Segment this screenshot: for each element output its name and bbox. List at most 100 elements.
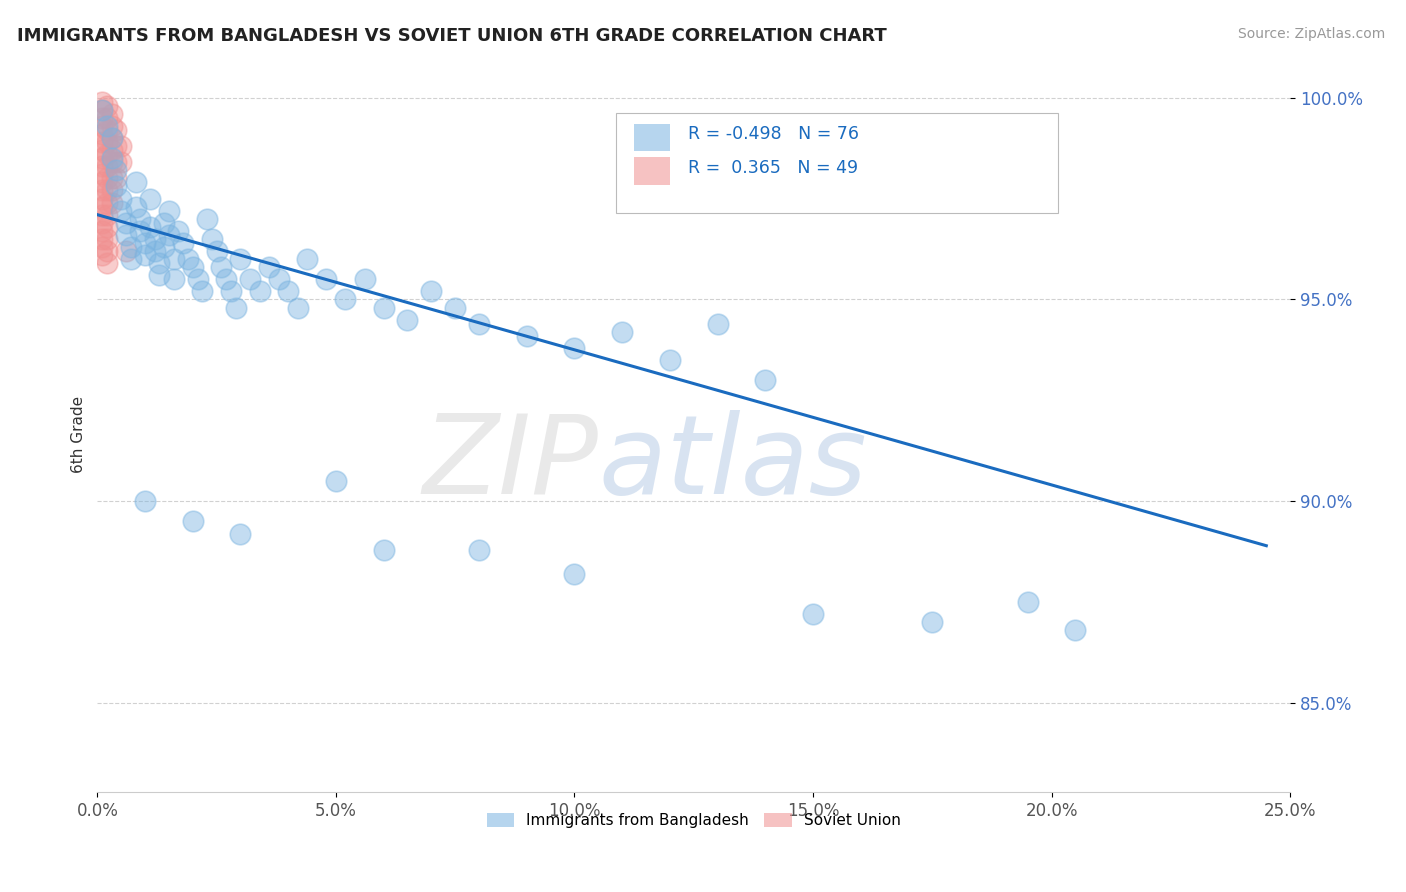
Point bbox=[181, 515, 204, 529]
Point bbox=[267, 272, 290, 286]
Point bbox=[195, 211, 218, 226]
Point bbox=[143, 232, 166, 246]
Point bbox=[420, 285, 443, 299]
Point bbox=[468, 317, 491, 331]
Point bbox=[96, 184, 118, 198]
Point bbox=[110, 155, 132, 169]
Point bbox=[91, 151, 114, 165]
Point bbox=[96, 244, 118, 258]
Point bbox=[96, 159, 118, 173]
Point bbox=[96, 147, 118, 161]
Point bbox=[468, 542, 491, 557]
Point bbox=[153, 240, 176, 254]
Point bbox=[100, 107, 122, 121]
Point bbox=[100, 171, 122, 186]
Point bbox=[297, 252, 319, 266]
Point bbox=[91, 175, 114, 189]
Text: R = -0.498   N = 76: R = -0.498 N = 76 bbox=[688, 125, 859, 143]
Point bbox=[277, 285, 299, 299]
Point bbox=[205, 244, 228, 258]
Point bbox=[96, 208, 118, 222]
Point bbox=[1064, 624, 1087, 638]
Point bbox=[287, 301, 309, 315]
Point bbox=[91, 184, 114, 198]
Point bbox=[396, 312, 419, 326]
Point bbox=[91, 143, 114, 157]
Point bbox=[373, 301, 395, 315]
Point bbox=[91, 167, 114, 181]
Point bbox=[134, 235, 156, 250]
Point bbox=[96, 219, 118, 234]
Point bbox=[96, 256, 118, 270]
Point bbox=[187, 272, 209, 286]
Point bbox=[91, 103, 114, 117]
Point bbox=[91, 208, 114, 222]
Point bbox=[91, 135, 114, 149]
Point bbox=[96, 98, 118, 112]
Point bbox=[229, 526, 252, 541]
Legend: Immigrants from Bangladesh, Soviet Union: Immigrants from Bangladesh, Soviet Union bbox=[481, 807, 907, 834]
Point bbox=[143, 244, 166, 258]
Point bbox=[91, 216, 114, 230]
Point bbox=[373, 542, 395, 557]
Point bbox=[105, 155, 128, 169]
Point bbox=[91, 95, 114, 109]
Point bbox=[444, 301, 467, 315]
Point bbox=[124, 200, 146, 214]
Point bbox=[100, 155, 122, 169]
Point bbox=[91, 240, 114, 254]
Point bbox=[110, 139, 132, 153]
Point bbox=[105, 139, 128, 153]
Point bbox=[115, 216, 138, 230]
Text: R =  0.365   N = 49: R = 0.365 N = 49 bbox=[688, 159, 858, 178]
Point bbox=[91, 103, 114, 117]
Point bbox=[219, 285, 242, 299]
Point bbox=[91, 159, 114, 173]
Point bbox=[100, 151, 122, 165]
Text: ZIP: ZIP bbox=[422, 409, 599, 516]
Point bbox=[1017, 595, 1039, 609]
Point bbox=[91, 200, 114, 214]
Point bbox=[335, 293, 357, 307]
Point bbox=[91, 248, 114, 262]
Point bbox=[96, 119, 118, 133]
Y-axis label: 6th Grade: 6th Grade bbox=[72, 396, 86, 474]
Point bbox=[239, 272, 262, 286]
Point bbox=[100, 143, 122, 157]
Point bbox=[91, 192, 114, 206]
Point bbox=[139, 192, 162, 206]
Point bbox=[564, 341, 586, 355]
Point bbox=[148, 256, 170, 270]
Point bbox=[201, 232, 224, 246]
Point bbox=[177, 252, 200, 266]
Point bbox=[129, 211, 152, 226]
Point bbox=[110, 203, 132, 218]
Point bbox=[191, 285, 214, 299]
Text: IMMIGRANTS FROM BANGLADESH VS SOVIET UNION 6TH GRADE CORRELATION CHART: IMMIGRANTS FROM BANGLADESH VS SOVIET UNI… bbox=[17, 27, 887, 45]
Text: atlas: atlas bbox=[599, 409, 868, 516]
Point bbox=[139, 219, 162, 234]
Point bbox=[129, 224, 152, 238]
Point bbox=[157, 227, 180, 242]
Point bbox=[225, 301, 247, 315]
Point bbox=[754, 373, 776, 387]
Point bbox=[249, 285, 271, 299]
Point bbox=[100, 131, 122, 145]
Point bbox=[96, 171, 118, 186]
Point bbox=[801, 607, 824, 622]
Bar bbox=[634, 158, 669, 185]
Point bbox=[115, 244, 138, 258]
Point bbox=[91, 119, 114, 133]
Point bbox=[96, 135, 118, 149]
Point bbox=[124, 175, 146, 189]
Point bbox=[91, 232, 114, 246]
Point bbox=[134, 248, 156, 262]
Point bbox=[115, 227, 138, 242]
Point bbox=[257, 260, 280, 275]
Point bbox=[120, 240, 142, 254]
Point bbox=[100, 184, 122, 198]
Point bbox=[96, 111, 118, 125]
Point bbox=[215, 272, 238, 286]
Point bbox=[134, 494, 156, 508]
Point bbox=[921, 615, 943, 630]
